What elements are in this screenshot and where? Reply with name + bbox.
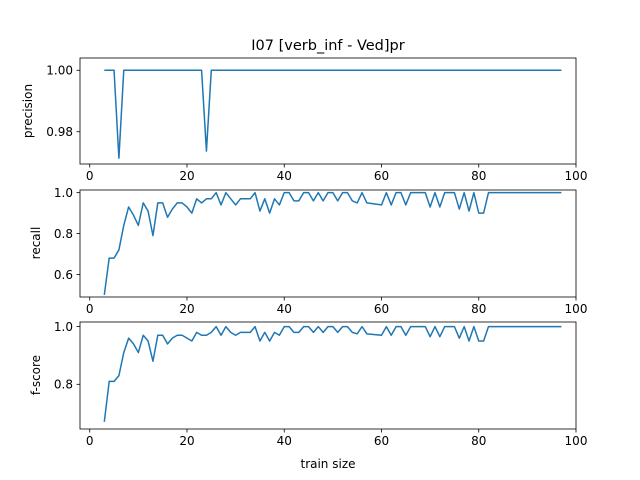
y-tick-label: 0.8 — [54, 227, 73, 241]
series-line-1-1 — [104, 69, 562, 159]
x-tick-label: 40 — [277, 302, 292, 316]
x-tick-label: 0 — [86, 302, 94, 316]
subplot-1: 0 20 40 60 80 100 0.98 1.00 precision — [21, 57, 588, 183]
x-tick-label: 20 — [179, 302, 194, 316]
x-tick-label: 80 — [471, 302, 486, 316]
x-tick-label: 20 — [179, 169, 194, 183]
x-tick-label: 80 — [471, 434, 486, 448]
series-line-3-1 — [103, 325, 562, 422]
x-tick-label: 20 — [179, 434, 194, 448]
x-tick-label: 80 — [471, 169, 486, 183]
x-tick-label: 60 — [374, 302, 389, 316]
subplot-2: 0 20 40 60 80 100 0.6 0.8 1.0 recall — [29, 186, 587, 316]
subplot-3: 0 20 40 60 80 100 0.8 1.0 f-score — [29, 320, 587, 448]
axes-frame-1 — [79, 57, 577, 165]
x-axis-label: train size — [300, 457, 355, 471]
x-tick-label: 40 — [277, 169, 292, 183]
y-tick-label: 0.6 — [54, 268, 73, 282]
x-tick-label: 40 — [277, 434, 292, 448]
chart-title: I07 [verb_inf - Ved]pr — [251, 38, 404, 54]
x-tick-label: 0 — [86, 434, 94, 448]
x-tick-label: 60 — [374, 434, 389, 448]
x-tick-label: 100 — [565, 434, 588, 448]
axes-frame-2 — [79, 189, 577, 298]
x-tick-label: 100 — [565, 169, 588, 183]
y-axis-label-1: precision — [21, 84, 35, 138]
axes-frame-3 — [79, 321, 577, 430]
x-tick-label: 60 — [374, 169, 389, 183]
y-axis-label-2: recall — [29, 227, 43, 260]
series-line-2-1 — [103, 191, 562, 296]
y-tick-label: 0.8 — [54, 378, 73, 392]
y-tick-label: 1.0 — [54, 320, 73, 334]
y-axis-label-3: f-score — [29, 355, 43, 395]
y-tick-label: 1.0 — [54, 186, 73, 200]
x-tick-label: 0 — [86, 169, 94, 183]
y-tick-label: 1.00 — [46, 64, 73, 78]
y-tick-label: 0.98 — [46, 125, 73, 139]
x-tick-label: 100 — [565, 302, 588, 316]
